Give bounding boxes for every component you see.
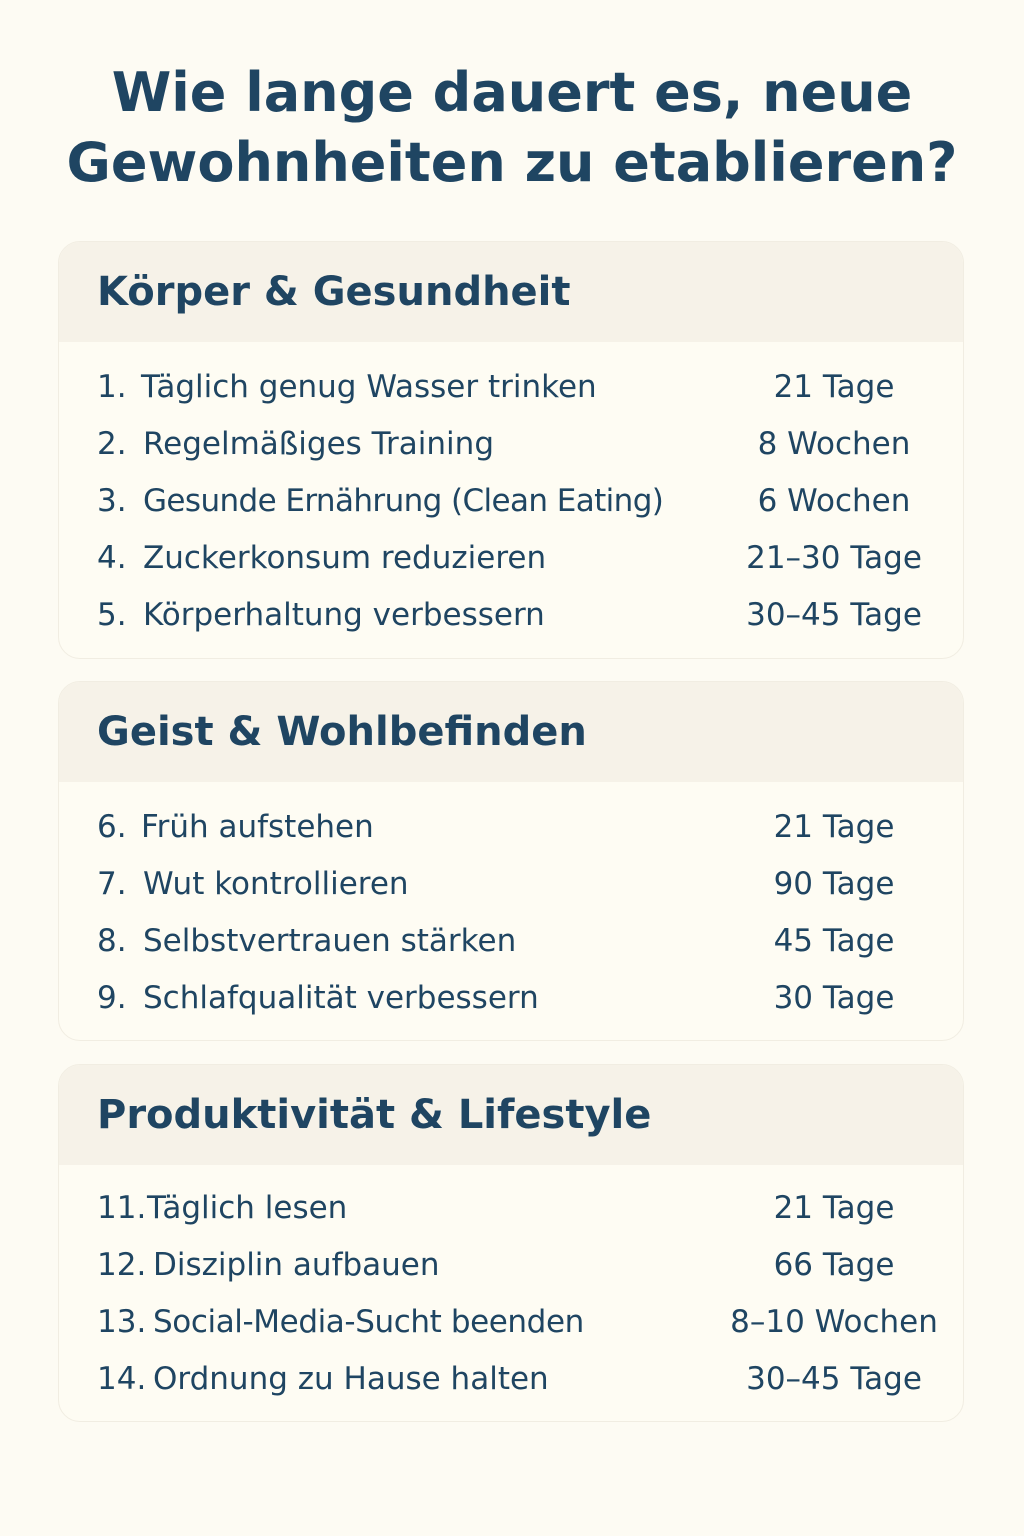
page-title-line-2: Gewohnheiten zu etablieren? (66, 131, 958, 194)
section-card-produktivitaet-lifestyle: Produktivität & Lifestyle 11. Täglich le… (58, 1064, 964, 1422)
item-number: 3. (97, 482, 127, 519)
habit-list: 11. Täglich lesen 21 Tage 12. Disziplin … (59, 1165, 963, 1407)
item-label: Schlafqualität verbessern (143, 979, 539, 1016)
item-label: Körperhaltung verbessern (143, 596, 545, 633)
list-item: 12. Disziplin aufbauen 66 Tage (59, 1236, 963, 1293)
item-duration: 90 Tage (773, 865, 895, 902)
habit-list: 1. Täglich genug Wasser trinken 21 Tage … (59, 342, 963, 643)
list-item: 6. Früh aufstehen 21 Tage (59, 798, 963, 855)
section-header: Geist & Wohlbefinden (59, 682, 963, 782)
page-title-line-1: Wie lange dauert es, neue (111, 61, 913, 124)
list-item: 5. Körperhaltung verbessern 30–45 Tage (59, 586, 963, 643)
section-header: Körper & Gesundheit (59, 242, 963, 342)
item-number: 13. (97, 1303, 147, 1340)
item-label: Selbstvertrauen stärken (143, 922, 517, 959)
item-number: 12. (97, 1246, 147, 1283)
item-duration: 21 Tage (773, 1189, 895, 1226)
item-duration: 21 Tage (773, 368, 895, 405)
section-title: Produktivität & Lifestyle (97, 1092, 652, 1138)
item-duration: 8–10 Wochen (730, 1303, 938, 1340)
item-duration: 21–30 Tage (746, 539, 922, 576)
list-item: 7. Wut kontrollieren 90 Tage (59, 855, 963, 912)
habit-list: 6. Früh aufstehen 21 Tage 7. Wut kontrol… (59, 782, 963, 1026)
item-duration: 30–45 Tage (746, 1360, 922, 1397)
item-label: Disziplin aufbauen (153, 1246, 440, 1283)
item-number: 1. (97, 368, 127, 405)
item-duration: 45 Tage (773, 922, 895, 959)
page-title: Wie lange dauert es, neue Gewohnheiten z… (0, 58, 1024, 198)
section-title: Geist & Wohlbefinden (97, 709, 587, 755)
item-duration: 6 Wochen (757, 482, 911, 519)
item-number: 6. (97, 808, 127, 845)
section-card-geist-wohlbefinden: Geist & Wohlbefinden 6. Früh aufstehen 2… (58, 681, 964, 1041)
list-item: 14. Ordnung zu Hause halten 30–45 Tage (59, 1350, 963, 1407)
item-label: Früh aufstehen (141, 808, 374, 845)
item-label: Zuckerkonsum reduzieren (143, 539, 547, 576)
item-label: Gesunde Ernährung (Clean Eating) (143, 482, 664, 519)
list-item: 8. Selbstvertrauen stärken 45 Tage (59, 912, 963, 969)
item-number: 7. (97, 865, 127, 902)
item-number: 5. (97, 596, 127, 633)
list-item: 2. Regelmäßiges Training 8 Wochen (59, 415, 963, 472)
list-item: 1. Täglich genug Wasser trinken 21 Tage (59, 358, 963, 415)
item-duration: 30 Tage (773, 979, 895, 1016)
list-item: 9. Schlafqualität verbessern 30 Tage (59, 969, 963, 1026)
section-card-koerper-gesundheit: Körper & Gesundheit 1. Täglich genug Was… (58, 241, 964, 659)
item-number: 2. (97, 425, 127, 462)
item-duration: 21 Tage (773, 808, 895, 845)
item-label: Täglich lesen (147, 1189, 348, 1226)
item-number: 4. (97, 539, 127, 576)
list-item: 11. Täglich lesen 21 Tage (59, 1179, 963, 1236)
item-label: Social-Media-Sucht beenden (153, 1303, 584, 1340)
list-item: 4. Zuckerkonsum reduzieren 21–30 Tage (59, 529, 963, 586)
item-number: 11. (97, 1189, 147, 1226)
section-header: Produktivität & Lifestyle (59, 1065, 963, 1165)
item-label: Wut kontrollieren (143, 865, 409, 902)
item-number: 8. (97, 922, 127, 959)
item-label: Ordnung zu Hause halten (153, 1360, 549, 1397)
item-duration: 30–45 Tage (746, 596, 922, 633)
item-number: 9. (97, 979, 127, 1016)
list-item: 13. Social-Media-Sucht beenden 8–10 Woch… (59, 1293, 963, 1350)
item-number: 14. (97, 1360, 147, 1397)
section-title: Körper & Gesundheit (97, 269, 571, 315)
item-label: Regelmäßiges Training (143, 425, 494, 462)
item-duration: 66 Tage (773, 1246, 895, 1283)
list-item: 3. Gesunde Ernährung (Clean Eating) 6 Wo… (59, 472, 963, 529)
item-label: Täglich genug Wasser trinken (141, 368, 597, 405)
item-duration: 8 Wochen (757, 425, 911, 462)
